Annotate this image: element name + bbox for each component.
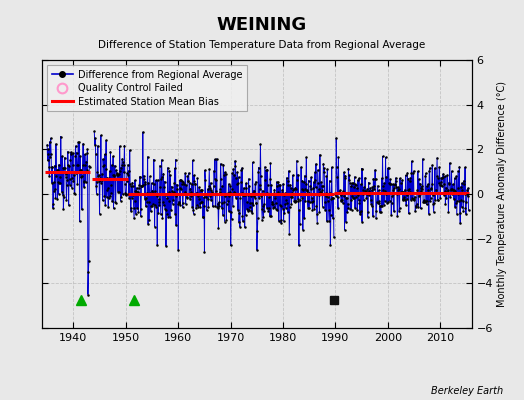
Text: WEINING: WEINING [217, 16, 307, 34]
Text: Berkeley Earth: Berkeley Earth [431, 386, 503, 396]
Text: Difference of Station Temperature Data from Regional Average: Difference of Station Temperature Data f… [99, 40, 425, 50]
Y-axis label: Monthly Temperature Anomaly Difference (°C): Monthly Temperature Anomaly Difference (… [497, 81, 507, 307]
